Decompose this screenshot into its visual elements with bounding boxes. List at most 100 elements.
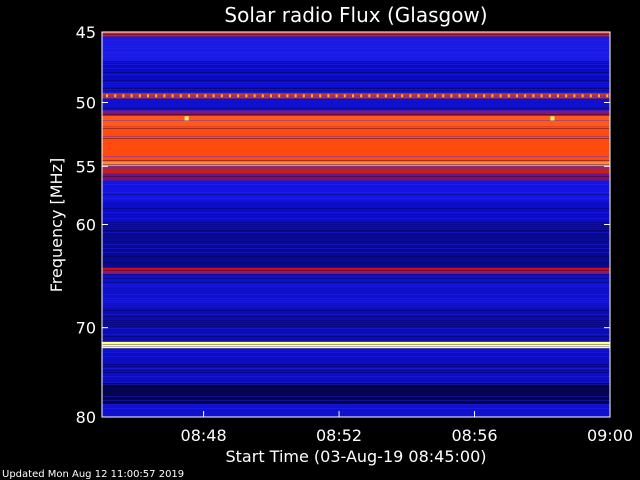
spectral-stripe [102,356,610,357]
spectral-stripe [102,86,610,87]
bright-spike [550,116,555,121]
interference-dot [458,94,461,98]
frequency-band [102,308,610,342]
spectral-stripe [102,96,610,97]
spectral-stripe [102,82,610,83]
spectral-stripe [102,366,610,367]
interference-dot [311,94,313,98]
interference-dot [376,94,379,98]
frequency-band [102,201,610,231]
plot-area [102,32,610,417]
spectral-stripe [102,56,610,57]
spectral-stripe [102,368,610,369]
plot-frame [101,31,611,418]
spectral-stripe [102,62,610,63]
spectral-stripe [102,270,610,271]
interference-dot [253,94,256,98]
y-tick-label: 60 [76,216,96,235]
interference-dot [565,94,568,98]
spectral-stripe [102,298,610,299]
spectral-stripe [102,272,610,273]
frequency-band [102,341,610,349]
interference-dot [540,94,543,98]
frequency-band [102,166,610,174]
bright-spike [184,116,189,121]
interference-dot [450,94,453,98]
spectral-stripe [102,284,610,285]
spectral-stripe [102,324,610,325]
interference-dot [499,94,502,98]
interference-dot [319,94,322,98]
interference-dot [179,94,182,98]
interference-dot [163,94,166,98]
spectral-stripe [102,382,610,383]
spectral-stripe [102,80,610,81]
spectral-stripe [102,286,610,287]
spectral-stripe [102,294,610,295]
spectral-stripe [102,396,610,397]
interference-dot [196,94,199,98]
x-tick-label: 08:48 [181,426,227,445]
frequency-band [102,348,610,383]
frequency-band [102,98,610,111]
frequency-band [102,61,610,89]
interference-dot [434,94,436,98]
interference-dot [507,94,510,98]
interference-dot [122,94,125,98]
spectral-stripe [102,110,610,111]
spectral-stripe [102,64,610,65]
interference-dot [130,94,133,98]
y-tick-label: 55 [76,157,96,176]
interference-dot [237,94,240,98]
x-axis-label: Start Time (03-Aug-19 08:45:00) [226,447,487,466]
spectral-stripe [102,164,610,165]
interference-dot [220,94,223,98]
spectral-stripe [102,48,610,49]
spectral-stripe [102,400,610,401]
spectral-stripe [102,192,610,193]
spectral-stripe [102,160,610,161]
spectral-stripe [102,174,610,175]
interference-dot [188,94,190,98]
spectral-stripe [102,364,610,365]
frequency-band [102,173,610,181]
spectral-stripe [102,244,610,245]
y-tick-label: 80 [76,408,96,427]
spectral-stripe [102,300,610,301]
interference-dot [524,94,527,98]
interference-dot [302,94,305,98]
x-axis: 08:48 08:52 08:56 09:00 [181,411,633,445]
interference-dot [360,94,363,98]
interference-dot [393,94,395,98]
spectral-stripe [102,282,610,283]
interference-dot [417,94,420,98]
y-tick-label: 50 [76,94,96,113]
interference-dot [171,94,174,98]
interference-dot [573,94,576,98]
spectral-stripe [102,156,610,157]
spectral-stripe [102,90,610,91]
interference-dot [589,94,592,98]
spectral-stripe [102,248,610,249]
spectral-stripe [102,370,610,371]
interference-dot [155,94,158,98]
interference-dot [278,94,281,98]
spectral-stripe [102,384,610,385]
interference-dot [425,94,428,98]
spectral-stripe [102,194,610,195]
spectral-stripe [102,168,610,169]
interference-dot [491,94,494,98]
spectral-stripe [102,322,610,323]
y-axis-label: Frequency [MHz] [47,158,66,292]
spectral-stripe [102,54,610,55]
spectral-stripe [102,212,610,213]
interference-dot [147,94,149,98]
interference-dot [204,94,207,98]
interference-dot [384,94,387,98]
spectral-stripe [102,138,610,139]
interference-dot [343,94,346,98]
spectral-stripe [102,352,610,353]
interference-dot [294,94,297,98]
interference-dot [212,94,215,98]
